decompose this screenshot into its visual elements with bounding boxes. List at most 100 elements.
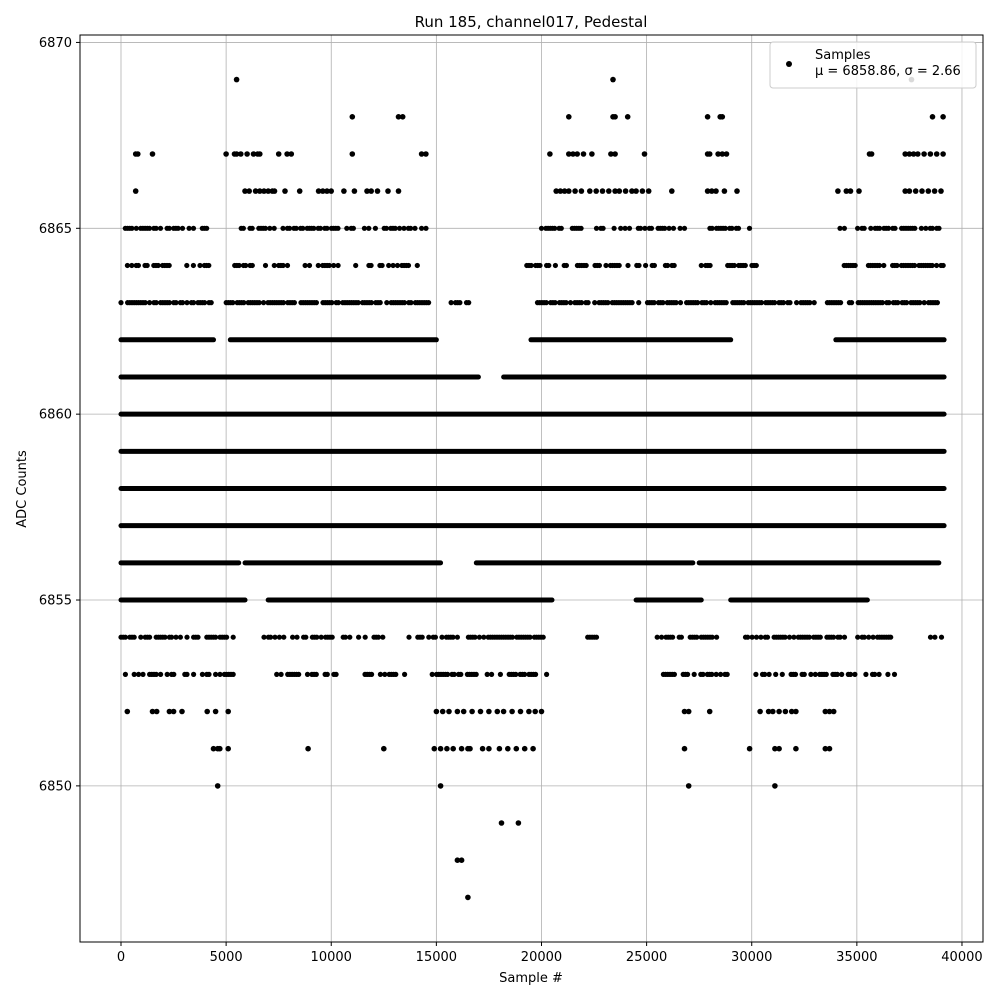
data-point xyxy=(271,188,278,194)
data-point xyxy=(246,188,252,194)
data-point xyxy=(380,634,386,640)
data-point xyxy=(745,634,751,640)
data-point xyxy=(217,671,223,677)
data-point xyxy=(881,262,887,269)
data-point xyxy=(704,188,711,194)
data-point xyxy=(645,188,652,194)
data-point xyxy=(912,188,919,194)
data-point xyxy=(129,225,135,231)
data-point xyxy=(184,671,190,677)
data-point xyxy=(861,634,867,640)
data-point xyxy=(372,225,378,231)
data-point xyxy=(509,708,515,715)
plot-frame xyxy=(79,34,984,943)
data-point xyxy=(782,708,789,715)
data-point xyxy=(315,188,322,194)
data-point xyxy=(401,225,407,231)
data-point xyxy=(762,671,768,677)
data-point xyxy=(355,300,361,306)
data-point xyxy=(670,225,677,231)
data-point xyxy=(852,671,858,677)
data-point xyxy=(290,634,296,640)
data-point xyxy=(746,745,753,752)
data-point xyxy=(563,300,569,306)
data-point xyxy=(335,262,341,269)
data-point xyxy=(929,114,936,120)
data-point xyxy=(515,820,522,826)
data-point xyxy=(280,262,286,269)
data-point xyxy=(324,225,330,231)
data-point xyxy=(706,708,713,715)
data-point xyxy=(429,671,435,677)
data-point xyxy=(685,783,692,789)
data-point xyxy=(233,151,240,157)
data-point xyxy=(779,671,785,677)
data-point xyxy=(625,262,631,269)
data-point xyxy=(938,188,944,194)
data-point xyxy=(753,634,760,640)
data-point xyxy=(544,671,550,677)
data-point xyxy=(891,671,898,677)
data-point xyxy=(793,708,799,715)
data-point xyxy=(457,300,463,306)
data-point xyxy=(906,151,913,157)
data-point xyxy=(267,225,273,231)
data-point xyxy=(375,634,381,640)
data-point xyxy=(458,857,465,863)
data-point xyxy=(811,300,817,306)
data-point xyxy=(822,708,829,715)
data-point xyxy=(341,188,347,194)
data-point xyxy=(382,671,388,677)
data-point xyxy=(691,671,697,677)
data-point xyxy=(923,225,929,231)
data-point xyxy=(230,300,236,306)
y-axis-label: ADC Counts xyxy=(15,450,30,528)
data-point xyxy=(132,188,139,194)
data-point xyxy=(311,225,317,231)
data-point xyxy=(313,300,319,306)
y-tick-label: 6860 xyxy=(39,408,72,423)
data-point xyxy=(681,745,688,752)
data-point xyxy=(497,671,503,677)
data-point xyxy=(580,151,587,157)
data-point xyxy=(419,634,425,640)
data-point xyxy=(465,894,471,901)
data-point xyxy=(244,151,250,157)
data-point xyxy=(876,671,882,677)
data-point xyxy=(786,634,793,640)
x-tick-label: 20000 xyxy=(521,950,562,965)
data-point xyxy=(486,708,492,715)
data-point xyxy=(124,708,131,715)
data-point xyxy=(533,671,539,677)
data-point xyxy=(394,262,401,269)
data-point xyxy=(180,300,186,306)
data-point xyxy=(135,262,141,269)
data-point xyxy=(217,745,223,752)
y-axis: 6850 6855 6860 6865 6870 xyxy=(39,36,80,794)
data-point xyxy=(540,634,546,640)
data-point xyxy=(885,225,892,231)
data-point xyxy=(773,671,779,677)
data-point xyxy=(140,671,146,677)
data-point xyxy=(731,262,737,269)
data-point xyxy=(807,300,813,306)
data-point xyxy=(377,300,383,306)
data-point xyxy=(166,708,173,715)
data-point xyxy=(444,745,450,752)
data-point xyxy=(670,634,676,640)
data-point xyxy=(426,634,432,640)
data-point xyxy=(284,262,291,269)
data-point xyxy=(276,634,282,640)
data-point xyxy=(826,708,833,715)
data-point xyxy=(876,262,883,269)
data-point xyxy=(333,671,339,677)
data-point xyxy=(383,225,389,231)
data-point xyxy=(179,708,185,715)
data-point xyxy=(830,708,837,715)
data-point xyxy=(685,671,691,677)
data-point xyxy=(651,300,657,306)
data-point xyxy=(808,671,814,677)
data-point xyxy=(629,188,635,194)
data-point xyxy=(335,225,341,231)
data-point xyxy=(351,188,358,194)
